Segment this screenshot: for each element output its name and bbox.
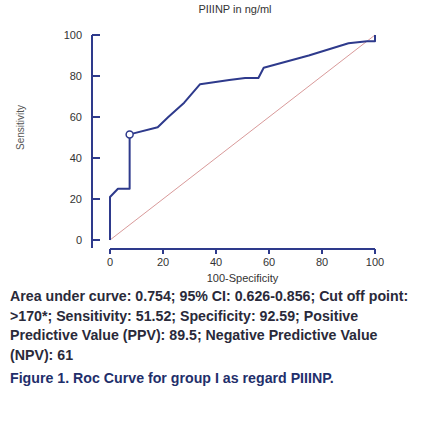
y-tick [92,239,100,241]
x-tick-label: 60 [263,256,275,268]
y-tick-label: 100 [64,29,82,41]
plot-area [110,35,375,240]
x-tick-label: 100 [366,256,384,268]
y-tick-label: 80 [70,70,82,82]
x-tick [215,249,217,254]
figure-caption: Figure 1. Roc Curve for group I as regar… [10,369,418,389]
reference-line [110,35,375,240]
y-tick-label: 0 [76,234,82,246]
y-axis [91,35,93,248]
y-tick-label: 60 [70,111,82,123]
y-tick [92,116,100,118]
y-tick [92,75,100,77]
x-tick-label: 20 [157,256,169,268]
x-axis-label: 100-Specificity [207,272,279,284]
y-tick [92,34,100,36]
y-tick [92,157,100,159]
x-tick-label: 80 [316,256,328,268]
x-tick [268,249,270,254]
x-tick [374,249,376,254]
x-tick-label: 40 [210,256,222,268]
roc-curve [110,35,375,240]
cutoff-marker [126,131,133,138]
x-tick [109,249,111,254]
title: PIIINP in ng/ml [198,3,271,15]
x-axis [110,248,375,250]
y-axis-label: Sensitivity [15,105,26,150]
y-tick-label: 40 [70,152,82,164]
x-tick [162,249,164,254]
y-tick [92,198,100,200]
x-tick [321,249,323,254]
y-tick-label: 20 [70,193,82,205]
statistics-note: Area under curve: 0.754; 95% CI: 0.626-0… [10,287,418,365]
x-tick-label: 0 [107,256,113,268]
chart: PIIINP in ng/ml 0 20 40 60 80 100 0 20 40 60 80 100 1… [0,0,427,285]
